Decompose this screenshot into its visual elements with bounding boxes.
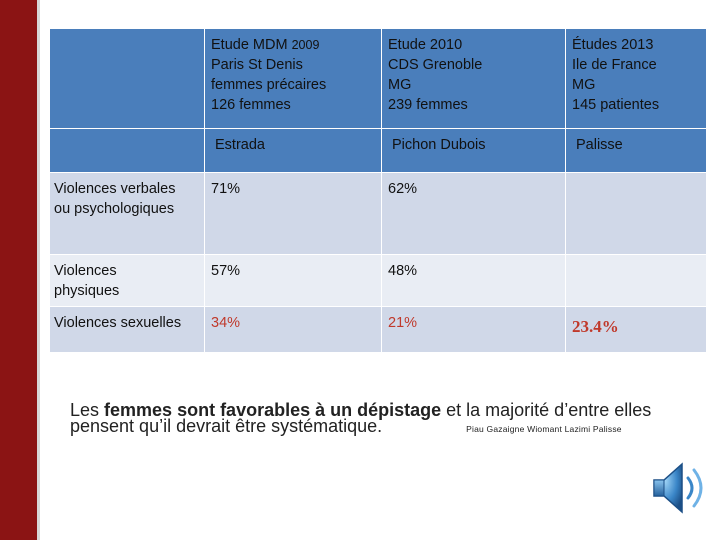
value-cell: 62%	[381, 172, 566, 255]
row-label: Violences verbales ou psychologiques	[49, 172, 205, 255]
row-label: Violences physiques	[49, 254, 205, 307]
conclusion-note: Les femmes sont favorables à un dépistag…	[70, 400, 710, 437]
header-study-3: Études 2013 Ile de France MG 145 patient…	[565, 28, 707, 129]
author-empty-cell	[49, 128, 205, 173]
table-row: Violences physiques 57% 48%	[49, 254, 707, 307]
note-line-2: pensent qu’il devrait être systématique.…	[70, 416, 622, 436]
author-cell-2: Pichon Dubois	[381, 128, 566, 173]
table-row: Violences sexuelles 34% 21% 23.4%	[49, 306, 707, 353]
author-row: Estrada Pichon Dubois Palisse	[49, 128, 707, 173]
speaker-icon[interactable]	[650, 456, 708, 520]
study-comparison-table: Etude MDM 2009 Paris St Denis femmes pré…	[49, 28, 707, 353]
value-cell	[565, 254, 707, 307]
value-cell: 23.4%	[565, 306, 707, 353]
header-row: Etude MDM 2009 Paris St Denis femmes pré…	[49, 28, 707, 129]
header-study-2: Etude 2010 CDS Grenoble MG 239 femmes	[381, 28, 566, 129]
left-bar-edge	[37, 0, 40, 540]
note-line-1: Les femmes sont favorables à un dépistag…	[70, 400, 652, 420]
authors-citation: Piau Gazaigne Wiomant Lazimi Palisse	[466, 424, 622, 434]
row-label: Violences sexuelles	[49, 306, 205, 353]
value-cell: 57%	[204, 254, 382, 307]
author-cell-3: Palisse	[565, 128, 707, 173]
header-study-1: Etude MDM 2009 Paris St Denis femmes pré…	[204, 28, 382, 129]
value-cell: 34%	[204, 306, 382, 353]
header-empty-cell	[49, 28, 205, 129]
table-row: Violences verbales ou psychologiques 71%…	[49, 172, 707, 255]
author-cell-1: Estrada	[204, 128, 382, 173]
left-decorative-bar	[0, 0, 37, 540]
value-cell: 71%	[204, 172, 382, 255]
value-cell: 21%	[381, 306, 566, 353]
value-cell	[565, 172, 707, 255]
value-cell: 48%	[381, 254, 566, 307]
